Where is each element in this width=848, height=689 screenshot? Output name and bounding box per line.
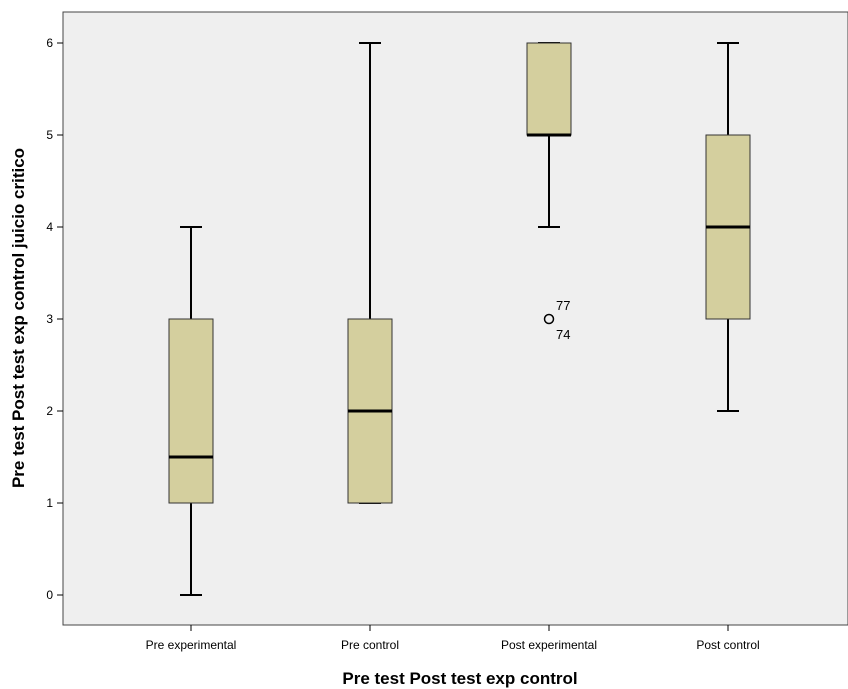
box-pre-experimental bbox=[168, 226, 214, 596]
x-tick-label: Pre experimental bbox=[146, 638, 237, 652]
box-post-control bbox=[705, 42, 751, 412]
iqr-box bbox=[168, 318, 214, 504]
outlier-label: 74 bbox=[556, 327, 570, 342]
y-axis: 0 1 2 3 4 5 6 bbox=[46, 36, 63, 602]
box-pre-control bbox=[347, 42, 393, 504]
boxes: 77 74 bbox=[168, 42, 751, 596]
box-post-experimental: 77 74 bbox=[526, 42, 572, 342]
x-tick-label: Post experimental bbox=[501, 638, 597, 652]
y-tick-label: 6 bbox=[46, 36, 53, 50]
y-tick-label: 3 bbox=[46, 312, 53, 326]
y-tick-label: 1 bbox=[46, 496, 53, 510]
x-axis-title: Pre test Post test exp control bbox=[342, 669, 577, 688]
iqr-box bbox=[526, 42, 572, 136]
y-tick-label: 5 bbox=[46, 128, 53, 142]
y-tick-label: 0 bbox=[46, 588, 53, 602]
y-tick-label: 4 bbox=[46, 220, 53, 234]
outlier-point bbox=[543, 313, 555, 325]
x-tick-label: Pre control bbox=[341, 638, 399, 652]
y-axis-title: Pre test Post test exp control juicio cr… bbox=[9, 148, 28, 488]
x-tick-label: Post control bbox=[696, 638, 759, 652]
outlier-label: 77 bbox=[556, 298, 570, 313]
x-axis: Pre experimental Pre control Post experime… bbox=[146, 625, 760, 652]
y-tick-label: 2 bbox=[46, 404, 53, 418]
